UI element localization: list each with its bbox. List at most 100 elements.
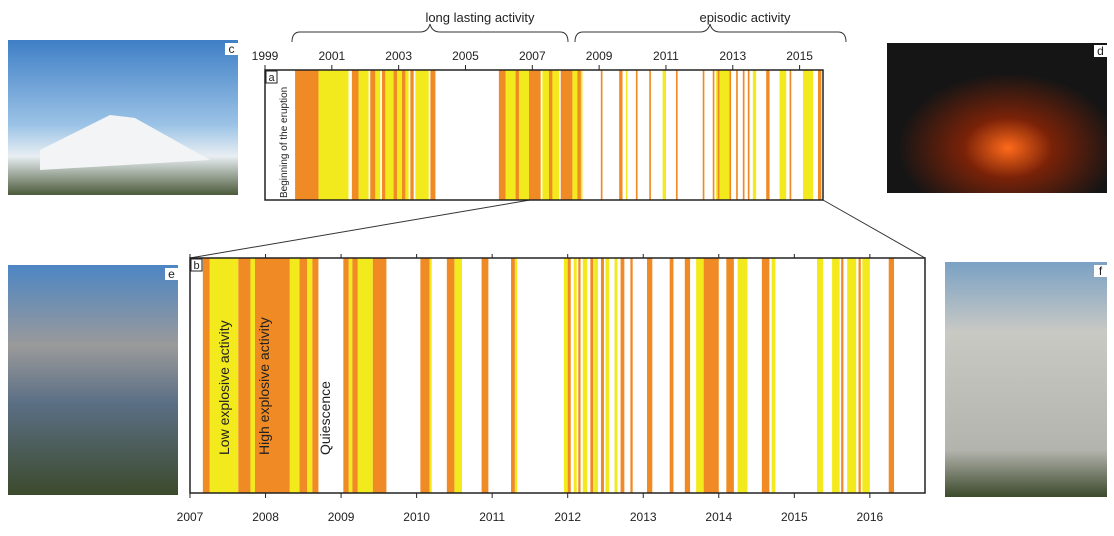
annotation: High explosive activity <box>256 317 272 455</box>
photo <box>945 262 1107 497</box>
tick-label: 2011 <box>479 510 505 524</box>
activity-band <box>636 70 638 200</box>
zoom-lines <box>190 200 925 258</box>
activity-band <box>685 258 690 493</box>
activity-band <box>454 258 462 493</box>
annotation: Low explosive activity <box>216 320 232 455</box>
tick-label: 2001 <box>318 49 345 63</box>
activity-band <box>790 70 792 200</box>
activity-band <box>352 70 359 200</box>
activity-band <box>583 258 588 493</box>
activity-band <box>516 70 519 200</box>
activity-band <box>410 70 413 200</box>
tick-label: 2005 <box>452 49 479 63</box>
activity-band <box>601 258 604 493</box>
activity-band <box>841 258 843 493</box>
activity-band <box>594 258 598 493</box>
tick-label: 2009 <box>586 49 613 63</box>
activity-band <box>803 70 813 200</box>
activity-band <box>577 70 580 200</box>
activity-band <box>359 70 369 200</box>
tick-label: 2008 <box>252 510 279 524</box>
tick-label: 2012 <box>554 510 581 524</box>
activity-band <box>738 258 748 493</box>
activity-band <box>402 70 405 200</box>
activity-band <box>818 70 821 200</box>
activity-band <box>762 258 770 493</box>
activity-band <box>590 258 593 493</box>
annotation: Quiescence <box>317 381 333 455</box>
activity-band <box>238 258 250 493</box>
activity-band <box>373 258 387 493</box>
activity-band <box>415 70 428 200</box>
activity-band <box>676 70 678 200</box>
activity-band <box>420 258 429 493</box>
activity-band <box>619 70 622 200</box>
tick-label: 2007 <box>177 510 204 524</box>
activity-band <box>630 258 632 493</box>
tick-label: 2010 <box>403 510 430 524</box>
figure: c d e f long lasting activity episodic a… <box>0 0 1114 531</box>
activity-band <box>726 258 734 493</box>
activity-band <box>729 70 731 200</box>
activity-band <box>859 258 861 493</box>
activity-band <box>621 258 625 493</box>
tick-label: 2003 <box>385 49 412 63</box>
activity-band <box>370 70 375 200</box>
activity-band <box>430 70 435 200</box>
activity-band <box>704 258 719 493</box>
photo <box>8 265 178 495</box>
tick-label: 2015 <box>781 510 808 524</box>
activity-band <box>601 70 603 200</box>
brace <box>575 24 846 42</box>
zoom-line <box>823 200 925 258</box>
activity-band <box>649 70 651 200</box>
activity-band <box>817 258 823 493</box>
activity-band <box>203 258 210 493</box>
activity-band <box>300 258 308 493</box>
activity-band <box>549 70 552 200</box>
activity-band <box>312 258 318 493</box>
activity-band <box>605 258 609 493</box>
period-label: episodic activity <box>699 10 791 25</box>
photo-label: c <box>229 42 235 56</box>
tick-label: 2007 <box>519 49 546 63</box>
activity-band <box>568 258 571 493</box>
activity-band <box>349 258 353 493</box>
activity-band <box>718 70 720 200</box>
activity-band <box>574 258 577 493</box>
activity-band <box>511 258 515 493</box>
activity-band <box>578 258 580 493</box>
activity-band <box>780 70 787 200</box>
activity-band <box>743 70 745 200</box>
activity-band <box>529 70 541 200</box>
brace <box>292 24 568 42</box>
activity-band <box>343 258 348 493</box>
activity-band <box>482 258 489 493</box>
activity-band <box>753 70 756 200</box>
activity-band <box>375 70 380 200</box>
activity-band <box>250 258 255 493</box>
activity-band <box>847 258 856 493</box>
activity-band <box>561 70 573 200</box>
tick-label: 2015 <box>786 49 813 63</box>
activity-band <box>318 70 348 200</box>
activity-band <box>290 258 300 493</box>
activity-band <box>832 258 840 493</box>
activity-band <box>889 258 894 493</box>
annotation: Beginning of the eruption <box>279 87 290 198</box>
activity-band <box>663 70 666 200</box>
panel-label: b <box>193 260 199 272</box>
photo-label: e <box>168 267 175 281</box>
activity-band <box>736 70 738 200</box>
activity-band <box>748 70 750 200</box>
activity-band <box>647 258 652 493</box>
tick-label: 2014 <box>705 510 732 524</box>
activity-band <box>862 258 870 493</box>
activity-band <box>703 70 705 200</box>
zoom-line <box>190 200 530 258</box>
period-label: long lasting activity <box>425 10 535 25</box>
activity-band <box>394 70 397 200</box>
activity-band <box>615 258 618 493</box>
